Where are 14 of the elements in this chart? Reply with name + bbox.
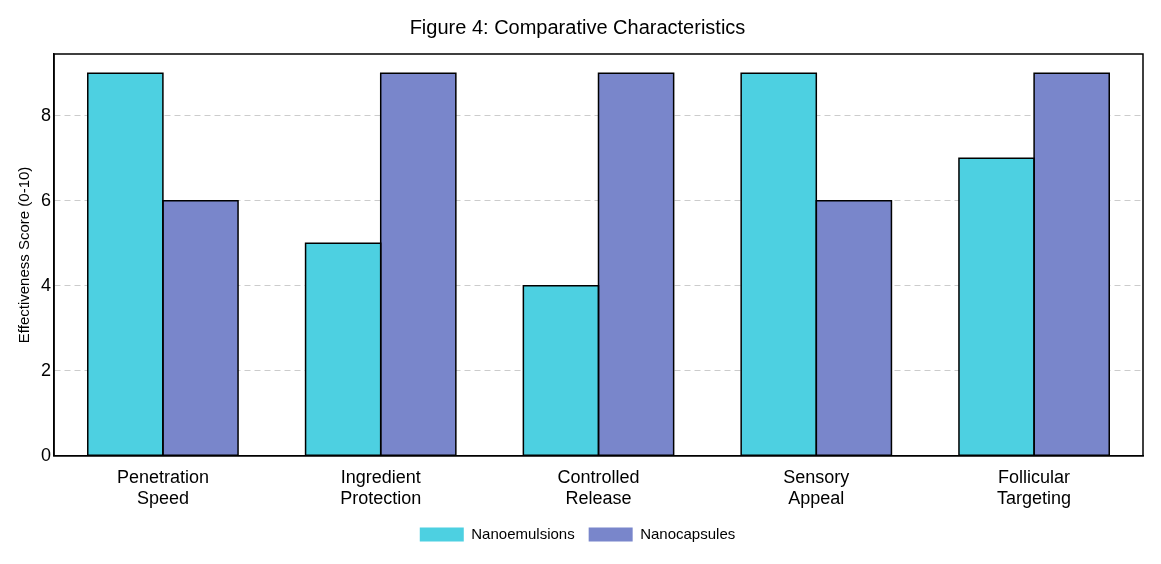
y-axis-title: Effectiveness Score (0-10) xyxy=(15,166,33,344)
y-tick-label: 6 xyxy=(41,189,52,210)
x-tick-label: Controlled Release xyxy=(557,466,640,509)
legend-label: Nanoemulsions xyxy=(471,524,575,542)
chart-title: Figure 4: Comparative Characteristics xyxy=(409,15,746,38)
y-tick-label: 0 xyxy=(41,444,52,465)
y-tick-label: 8 xyxy=(41,104,52,125)
y-tick-label: 2 xyxy=(41,359,52,380)
x-tick-label: Follicular Targeting xyxy=(997,466,1072,509)
y-tick-label: 4 xyxy=(41,274,52,295)
x-tick-label: Ingredient Protection xyxy=(340,466,422,509)
legend-label: Nanocapsules xyxy=(640,524,736,542)
x-tick-label: Sensory Appeal xyxy=(783,466,850,509)
x-tick-label: Penetration Speed xyxy=(116,466,209,509)
